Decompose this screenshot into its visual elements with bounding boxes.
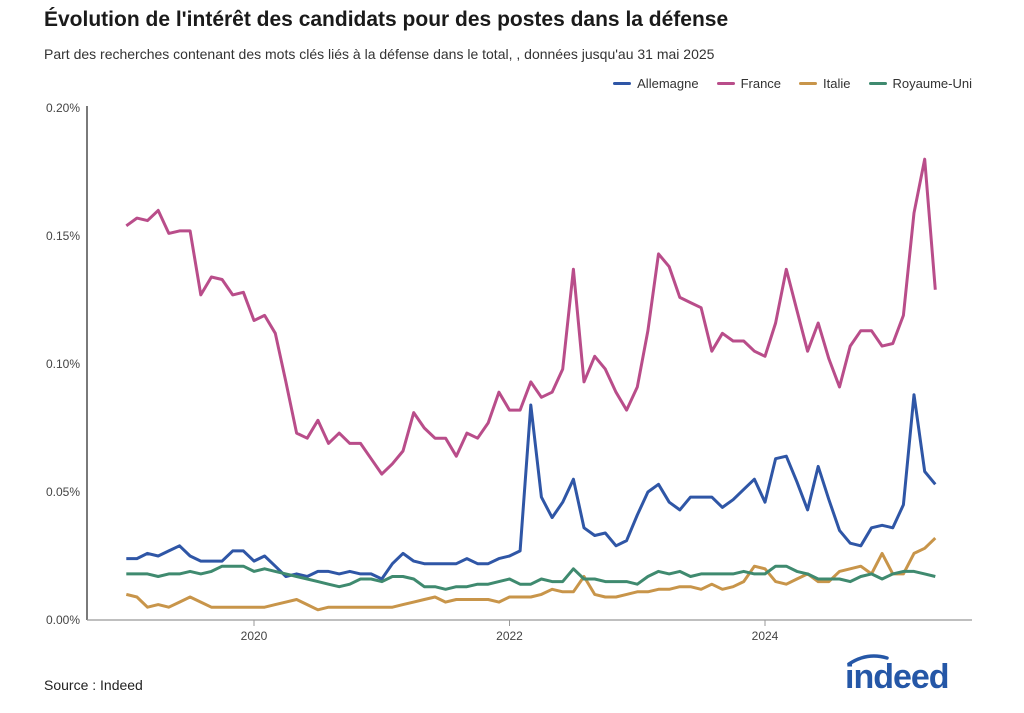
- legend-swatch: [799, 82, 818, 85]
- y-tick-label: 0.10%: [46, 357, 80, 371]
- x-tick-label: 2020: [241, 629, 268, 643]
- indeed-logo: indeed: [845, 650, 965, 700]
- chart-title: Évolution de l'intérêt des candidats pou…: [44, 8, 729, 31]
- source-note: Source : Indeed: [44, 677, 143, 693]
- chart-subtitle: Part des recherches contenant des mots c…: [44, 46, 715, 62]
- legend-label: Allemagne: [637, 76, 699, 91]
- series-line-france: [125, 157, 937, 476]
- legend-item-royaume-uni: Royaume-Uni: [868, 76, 972, 91]
- svg-text:indeed: indeed: [845, 658, 949, 695]
- legend-label: France: [740, 76, 782, 91]
- y-tick-label: 0.05%: [46, 485, 80, 499]
- series-line-royaume-uni: [126, 564, 936, 591]
- legend-item-france: France: [716, 76, 782, 91]
- legend: Allemagne France Italie Royaume-Uni: [613, 76, 972, 91]
- legend-item-italie: Italie: [799, 76, 851, 91]
- x-tick-label: 2022: [496, 629, 523, 643]
- y-tick-label: 0.15%: [46, 229, 80, 243]
- legend-swatch: [868, 82, 887, 85]
- y-tick-label: 0.20%: [46, 101, 80, 115]
- legend-label: Royaume-Uni: [892, 76, 972, 91]
- legend-swatch: [716, 82, 735, 85]
- series-line-italie: [125, 537, 937, 612]
- series-line-allemagne: [126, 393, 937, 581]
- legend-label: Italie: [823, 76, 851, 91]
- y-tick-label: 0.00%: [46, 613, 80, 627]
- legend-item-allemagne: Allemagne: [613, 76, 699, 91]
- legend-swatch: [613, 82, 632, 85]
- x-tick-label: 2024: [752, 629, 779, 643]
